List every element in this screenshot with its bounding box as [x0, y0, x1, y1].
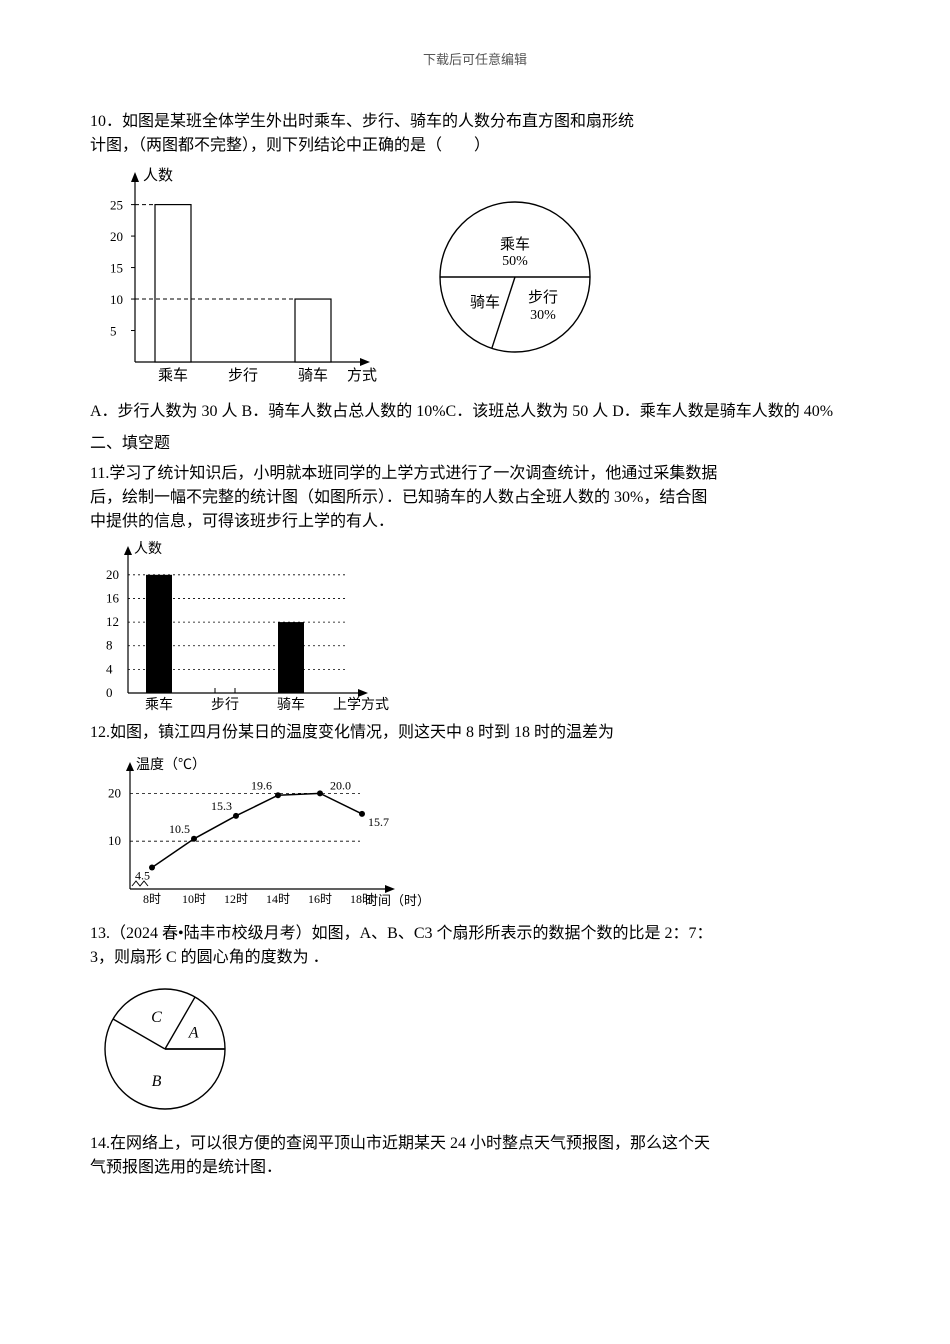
svg-text:10: 10 [110, 292, 123, 307]
svg-text:人数: 人数 [143, 167, 173, 184]
q10-options: A．步行人数为 30 人 B．骑车人数占总人数的 10%C．该班总人数为 50 … [90, 400, 860, 424]
svg-text:50%: 50% [502, 254, 528, 269]
q12-line-chart: 温度（℃） 时间（时） 10 20 8时 10时 12时 14时 16时 18时 4.5 10.5 15… [90, 749, 430, 914]
svg-text:16: 16 [106, 590, 120, 605]
svg-text:人数: 人数 [134, 541, 162, 557]
svg-text:4.5: 4.5 [135, 868, 150, 882]
question-11: 11.学习了统计知识后，小明就本班同学的上学方式进行了一次调查统计，他通过采集数… [90, 462, 860, 713]
svg-text:12: 12 [106, 614, 119, 629]
svg-text:A: A [188, 1024, 199, 1041]
q13-line2: 3，则扇形 C 的圆心角的度数为 ． [90, 946, 860, 970]
q11-line1: 11.学习了统计知识后，小明就本班同学的上学方式进行了一次调查统计，他通过采集数… [90, 462, 860, 486]
question-12: 12.如图，镇江四月份某日的温度变化情况，则这天中 8 时到 18 时的温差为 … [90, 721, 860, 914]
question-13: 13.（2024 春•陆丰市校级月考）如图，A、B、C3 个扇形所表示的数据个数… [90, 922, 860, 1124]
svg-text:乘车: 乘车 [158, 367, 188, 384]
svg-text:温度（℃）: 温度（℃） [136, 757, 206, 773]
svg-text:0: 0 [106, 685, 113, 700]
svg-text:15: 15 [110, 260, 123, 275]
svg-text:步行: 步行 [211, 697, 239, 713]
svg-text:5: 5 [110, 323, 117, 338]
svg-text:骑车: 骑车 [277, 696, 305, 713]
question-10: 10．如图是某班全体学生外出时乘车、步行、骑车的人数分布直方图和扇形统 计图，（… [90, 110, 860, 424]
svg-text:14时: 14时 [266, 892, 290, 906]
svg-text:10.5: 10.5 [169, 821, 190, 835]
q10-bar-chart: 人数方式 5 10 15 20 25 乘车 步行 骑车 [90, 162, 390, 392]
q14-line1: 14.在网络上，可以很方便的查阅平顶山市近期某天 24 小时整点天气预报图，那么… [90, 1132, 860, 1156]
q13-line1: 13.（2024 春•陆丰市校级月考）如图，A、B、C3 个扇形所表示的数据个数… [90, 922, 860, 946]
q11-line3: 中提供的信息，可得该班步行上学的有人． [90, 510, 860, 534]
svg-text:4: 4 [106, 661, 113, 676]
svg-text:16时: 16时 [308, 892, 332, 906]
svg-text:8时: 8时 [143, 892, 161, 906]
svg-text:20: 20 [108, 785, 121, 800]
svg-text:骑车: 骑车 [470, 294, 500, 311]
svg-text:20.0: 20.0 [330, 778, 351, 792]
svg-text:骑车: 骑车 [298, 367, 328, 384]
svg-text:10时: 10时 [182, 892, 206, 906]
svg-text:20: 20 [106, 566, 119, 581]
svg-text:C: C [151, 1009, 162, 1026]
q12-stem: 12.如图，镇江四月份某日的温度变化情况，则这天中 8 时到 18 时的温差为 [90, 721, 860, 745]
svg-text:步行: 步行 [528, 289, 558, 306]
q11-line2: 后，绘制一幅不完整的统计图（如图所示）．已知骑车的人数占全班人数的 30%，结合… [90, 486, 860, 510]
svg-text:B: B [152, 1072, 162, 1089]
svg-text:时间（时）: 时间（时） [365, 893, 430, 908]
svg-text:19.6: 19.6 [251, 778, 272, 792]
svg-text:18时: 18时 [350, 892, 374, 906]
q10-stem-line2: 计图，（两图都不完整），则下列结论中正确的是（ ） [90, 134, 860, 158]
svg-text:15.3: 15.3 [211, 798, 232, 812]
header-note: 下载后可任意编辑 [90, 50, 860, 70]
section-2-title: 二、填空题 [90, 432, 860, 456]
svg-text:乘车: 乘车 [500, 236, 530, 253]
svg-text:乘车: 乘车 [145, 696, 173, 713]
svg-text:20: 20 [110, 229, 123, 244]
q14-line2: 气预报图选用的是统计图． [90, 1156, 860, 1180]
svg-text:上学方式: 上学方式 [333, 697, 389, 713]
svg-text:8: 8 [106, 637, 113, 652]
svg-text:30%: 30% [530, 308, 556, 323]
q11-bar-chart: 人数上学方式 0 4 8 12 16 20 乘车 步行 骑车 [90, 538, 390, 713]
question-14: 14.在网络上，可以很方便的查阅平顶山市近期某天 24 小时整点天气预报图，那么… [90, 1132, 860, 1180]
q10-figures: 人数方式510152025乘车步行骑车 乘车50%骑车步行30% [90, 162, 860, 392]
q13-pie-chart: A C B [90, 974, 240, 1124]
q10-pie-chart: 乘车50% 骑车 步行 30% [430, 192, 600, 362]
svg-text:方式: 方式 [347, 367, 377, 384]
q10-stem-line1: 10．如图是某班全体学生外出时乘车、步行、骑车的人数分布直方图和扇形统 [90, 110, 860, 134]
svg-text:10: 10 [108, 833, 121, 848]
svg-text:25: 25 [110, 197, 123, 212]
svg-text:12时: 12时 [224, 892, 248, 906]
svg-text:15.7: 15.7 [368, 814, 389, 828]
svg-text:步行: 步行 [228, 367, 258, 384]
